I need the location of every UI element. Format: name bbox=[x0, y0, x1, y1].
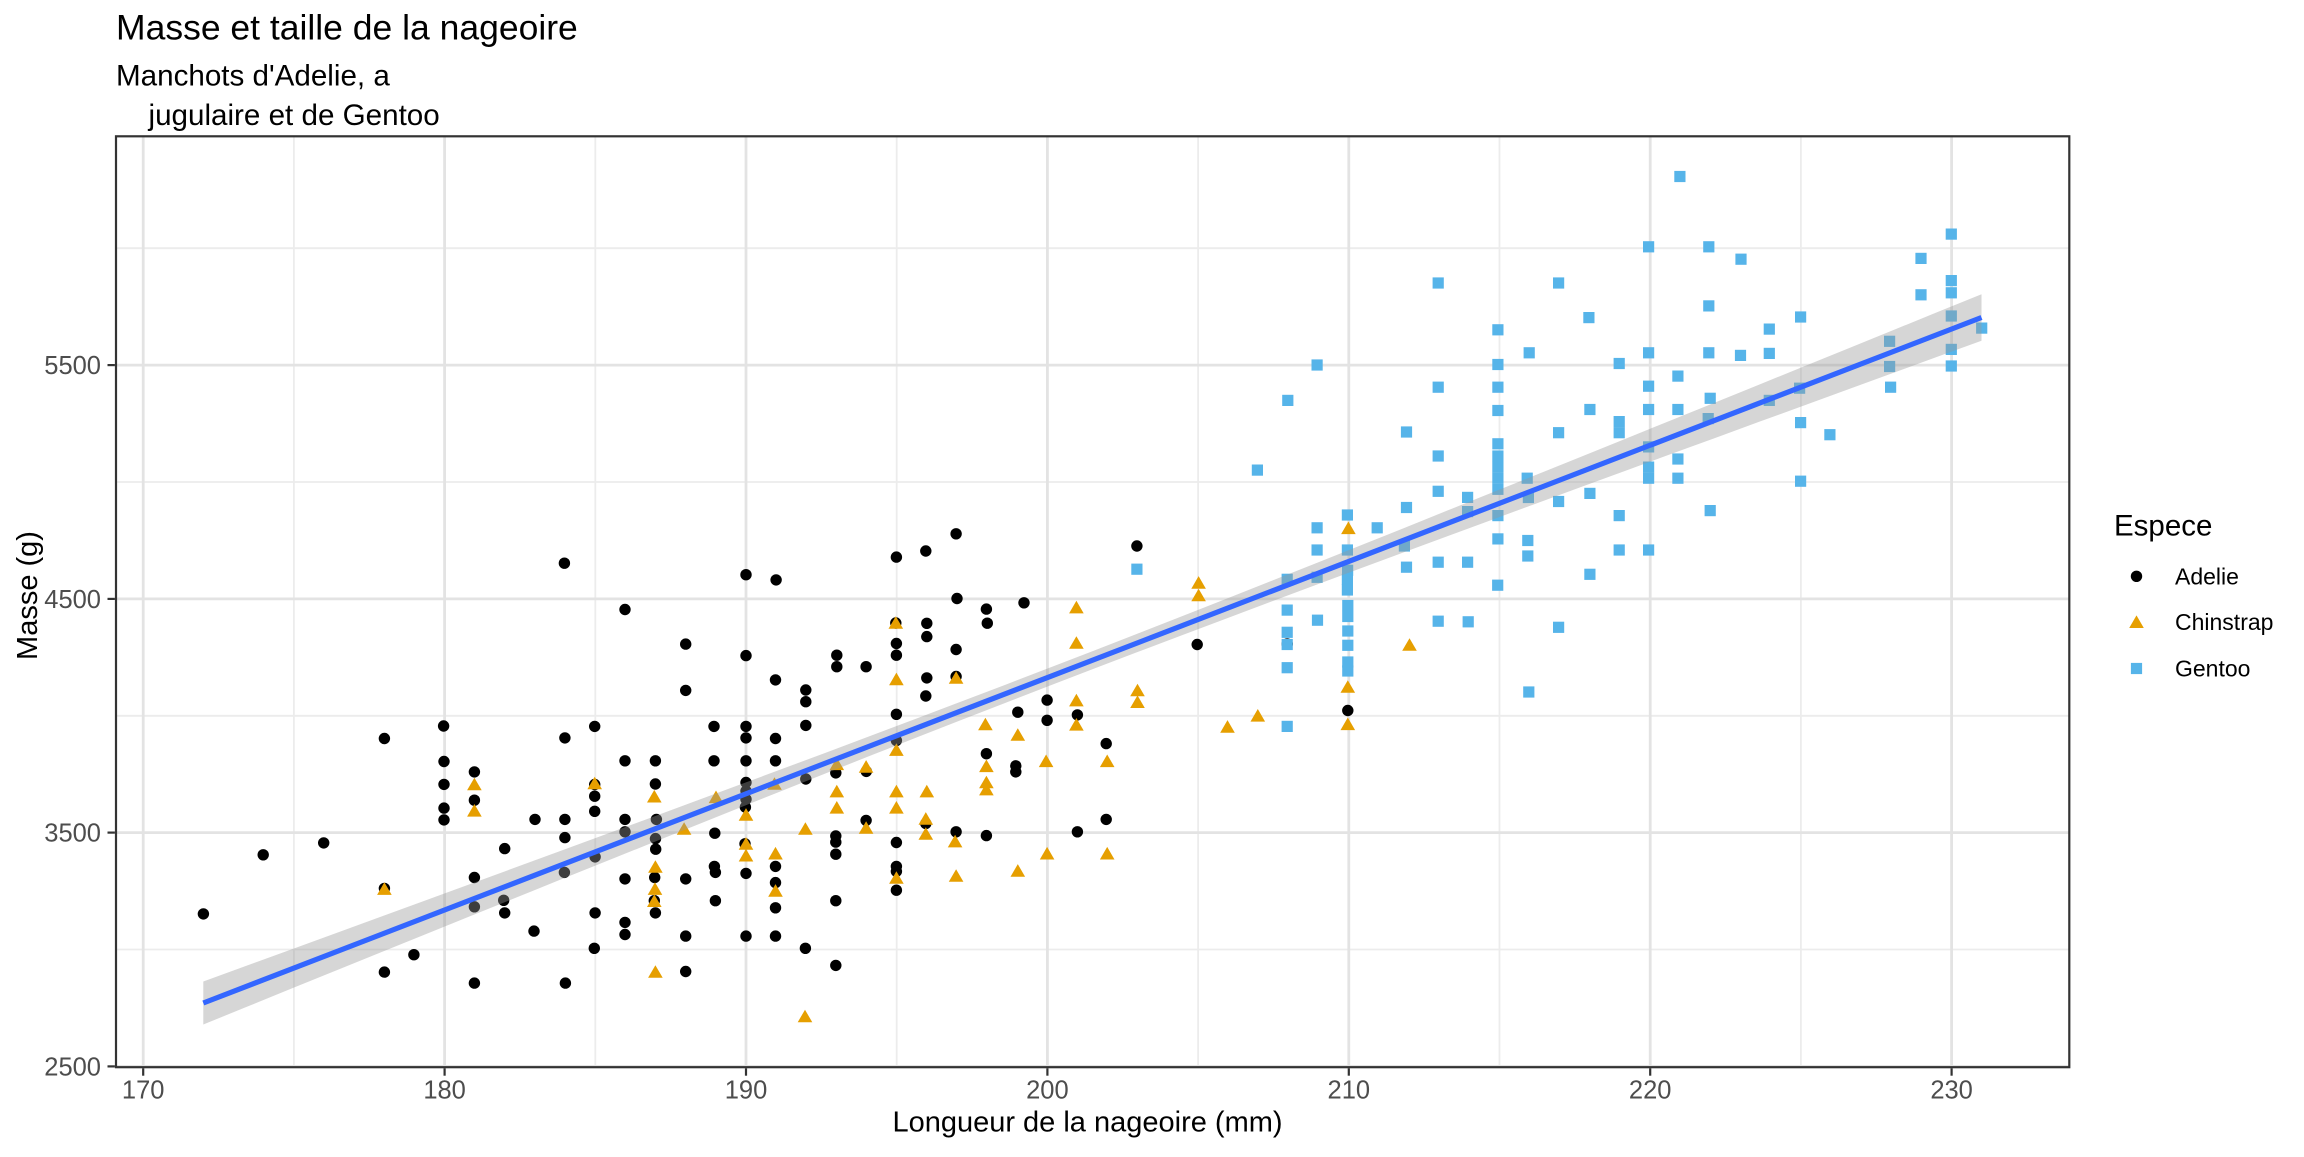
svg-text:230: 230 bbox=[1930, 1077, 1973, 1105]
svg-text:5500: 5500 bbox=[44, 352, 101, 380]
svg-text:220: 220 bbox=[1629, 1077, 1672, 1105]
svg-text:Adelie: Adelie bbox=[2175, 564, 2239, 590]
svg-text:210: 210 bbox=[1328, 1077, 1371, 1105]
svg-text:4500: 4500 bbox=[44, 586, 101, 614]
svg-text:200: 200 bbox=[1026, 1077, 1069, 1105]
svg-text:Masse et taille de la nageoire: Masse et taille de la nageoire bbox=[116, 7, 578, 47]
svg-text:180: 180 bbox=[423, 1077, 466, 1105]
svg-text:jugulaire et de Gentoo: jugulaire et de Gentoo bbox=[148, 99, 440, 132]
svg-text:Chinstrap: Chinstrap bbox=[2175, 609, 2273, 635]
svg-text:3500: 3500 bbox=[44, 820, 101, 848]
svg-text:Longueur de la nageoire (mm): Longueur de la nageoire (mm) bbox=[892, 1107, 1282, 1139]
svg-text:Gentoo: Gentoo bbox=[2175, 656, 2250, 682]
svg-text:2500: 2500 bbox=[44, 1053, 101, 1081]
svg-text:Espece: Espece bbox=[2114, 510, 2212, 543]
svg-text:Masse (g): Masse (g) bbox=[12, 531, 44, 660]
svg-text:170: 170 bbox=[122, 1077, 165, 1105]
svg-text:Manchots d'Adelie, a: Manchots d'Adelie, a bbox=[116, 60, 390, 93]
svg-text:190: 190 bbox=[725, 1077, 768, 1105]
